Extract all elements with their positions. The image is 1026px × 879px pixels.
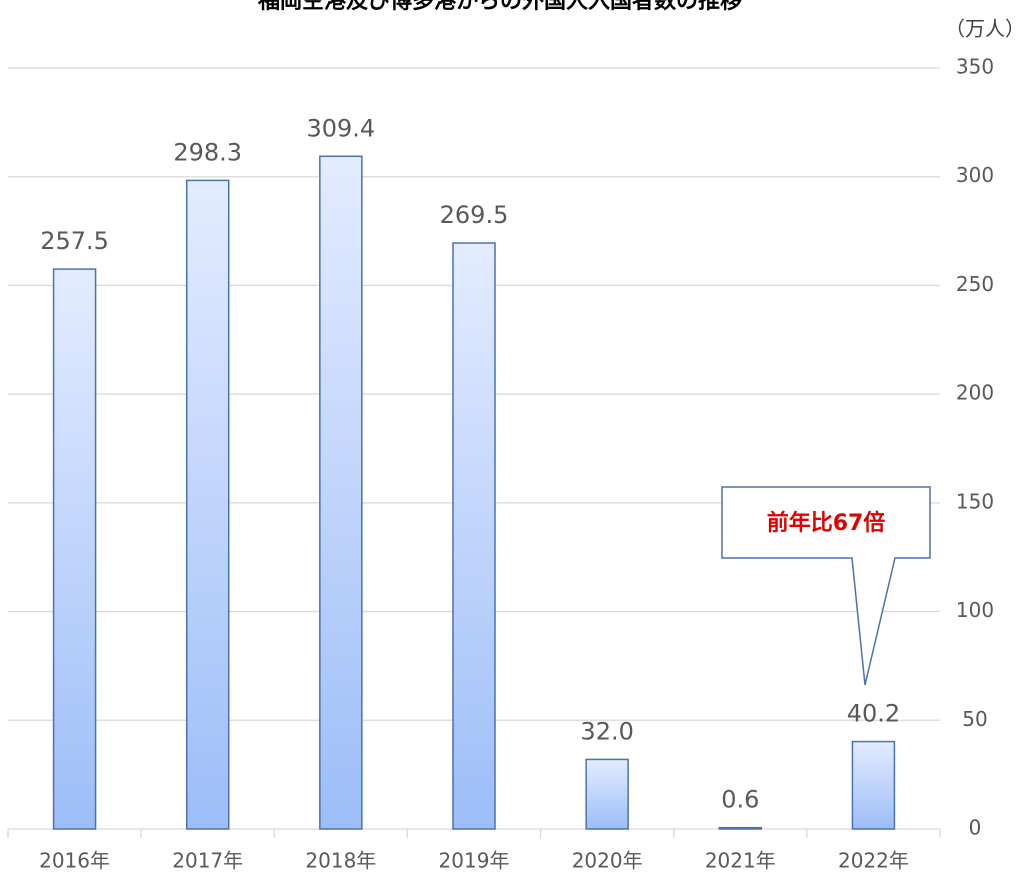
- y-tick-label: 0: [969, 816, 982, 840]
- x-tick-label: 2022年: [838, 849, 909, 873]
- y-tick-label: 300: [956, 163, 994, 187]
- data-label: 269.5: [440, 201, 509, 229]
- y-tick-label: 350: [956, 55, 994, 79]
- data-label: 298.3: [173, 138, 242, 166]
- y-tick-label: 200: [956, 381, 994, 405]
- x-tick-label: 2020年: [572, 849, 643, 873]
- y-tick-label: 50: [962, 707, 987, 731]
- bar: [851, 740, 896, 830]
- x-tick-label: 2018年: [305, 849, 376, 873]
- bar: [585, 758, 629, 830]
- data-label: 0.6: [721, 786, 759, 814]
- bar: [452, 242, 496, 830]
- callout: 前年比67倍: [721, 486, 931, 686]
- bar: [52, 268, 97, 830]
- chart-title: 福岡空港及び博多港からの外国人入国者数の推移: [257, 0, 742, 14]
- x-tick-label: 2021年: [705, 849, 776, 873]
- annotation: 前年比67倍: [767, 510, 886, 536]
- data-label: 40.2: [847, 700, 900, 728]
- x-tick-label: 2017年: [172, 849, 243, 873]
- bar: [185, 179, 230, 830]
- data-label: 32.0: [580, 717, 633, 745]
- data-label: 257.5: [40, 227, 109, 255]
- data-label: 309.4: [306, 114, 375, 142]
- bar: [718, 826, 763, 830]
- bar: [319, 155, 363, 830]
- x-tick-label: 2019年: [439, 849, 510, 873]
- y-tick-label: 150: [956, 489, 994, 513]
- y-tick-label: 100: [956, 598, 994, 622]
- y-axis-label: （万人）: [945, 17, 1025, 41]
- y-tick-label: 250: [956, 272, 994, 296]
- x-tick-label: 2016年: [39, 849, 110, 873]
